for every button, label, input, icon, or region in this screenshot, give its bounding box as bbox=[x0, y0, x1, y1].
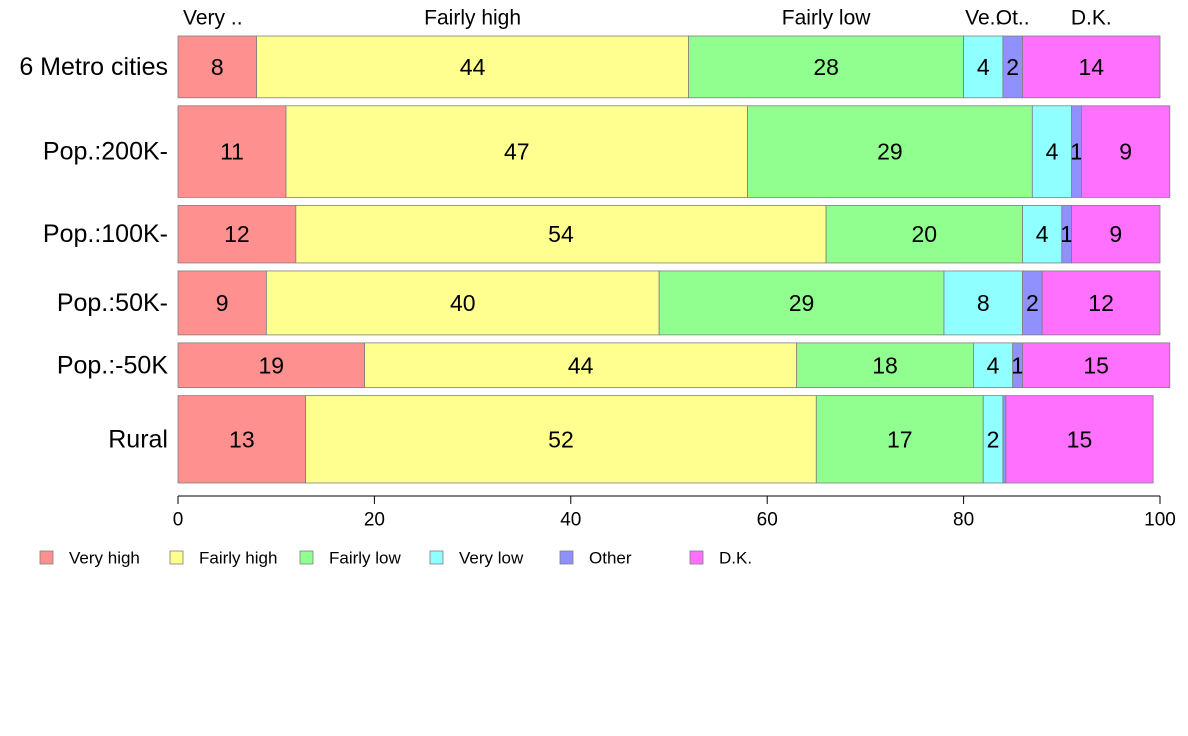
bar-pop-50k-very-high bbox=[177, 342, 365, 389]
bar-6-metro-cities-fairly-high bbox=[256, 35, 690, 99]
top-label-other: Ot.. bbox=[996, 7, 1030, 30]
value-label-rural-very-low: 2 bbox=[987, 426, 1000, 452]
category-label-pop-200k: Pop.:200K- bbox=[43, 138, 168, 166]
legend-swatch-fairly-low bbox=[299, 550, 314, 565]
bar-pop-200k-fairly-high bbox=[285, 105, 748, 198]
value-label-pop-50k-fairly-high: 40 bbox=[450, 290, 476, 316]
category-label-pop-100k: Pop.:100K- bbox=[43, 220, 168, 248]
bar-pop-50k-fairly-low bbox=[658, 270, 945, 336]
x-tick-label-80: 80 bbox=[953, 510, 974, 531]
value-label-pop-50k-fairly-low: 18 bbox=[872, 352, 898, 378]
bar-rural-fairly-low bbox=[815, 395, 984, 484]
x-axis: 0 20 40 60 80 100 bbox=[173, 495, 1176, 531]
legend-swatch-very-high bbox=[39, 550, 54, 565]
legend-label-very-high: Very high bbox=[69, 549, 140, 568]
bar-pop-50k-very-low bbox=[943, 270, 1023, 336]
bar-rural-other bbox=[1002, 395, 1007, 484]
value-label-rural-fairly-low: 17 bbox=[887, 426, 913, 452]
value-label-6-metro-cities-other: 2 bbox=[1006, 54, 1019, 80]
value-label-6-metro-cities-very-low: 4 bbox=[977, 54, 990, 80]
value-label-pop-100k-very-high: 12 bbox=[224, 221, 250, 247]
top-label-fairly-high: Fairly high bbox=[424, 7, 521, 30]
x-tick-label-0: 0 bbox=[173, 510, 184, 531]
legend: Very high Fairly high Fairly low Very low Ot… bbox=[39, 549, 752, 568]
value-label-pop-200k-very-low: 4 bbox=[1046, 139, 1059, 165]
value-label-pop-50k-very-high: 9 bbox=[216, 290, 229, 316]
legend-label-other: Other bbox=[589, 549, 632, 568]
bar-pop-200k-d-k bbox=[1081, 105, 1171, 198]
bar-pop-50k-very-low bbox=[973, 342, 1014, 389]
x-tick-label-20: 20 bbox=[364, 510, 385, 531]
value-label-rural-very-high: 13 bbox=[229, 426, 255, 452]
bar-pop-50k-d-k bbox=[1041, 270, 1161, 336]
top-label-very-high: Very .. bbox=[183, 7, 243, 30]
value-label-pop-200k-d-k: 9 bbox=[1119, 139, 1132, 165]
value-label-pop-50k-very-high: 19 bbox=[258, 352, 284, 378]
category-label-6-metro-cities: 6 Metro cities bbox=[19, 53, 168, 81]
value-label-pop-100k-d-k: 9 bbox=[1109, 221, 1122, 247]
top-label-d-k: D.K. bbox=[1071, 7, 1112, 30]
bar-6-metro-cities-d-k bbox=[1022, 35, 1161, 99]
value-label-rural-fairly-high: 52 bbox=[548, 426, 574, 452]
legend-swatch-other bbox=[559, 550, 574, 565]
bar-pop-50k-fairly-high bbox=[364, 342, 798, 389]
value-label-6-metro-cities-fairly-high: 44 bbox=[460, 54, 486, 80]
legend-swatch-very-low bbox=[429, 550, 444, 565]
bar-pop-50k-fairly-high bbox=[265, 270, 660, 336]
value-label-pop-50k-other: 2 bbox=[1026, 290, 1039, 316]
top-series-labels: Very .. Fairly high Fairly low Ve..Ot.. D.K. bbox=[183, 7, 1112, 30]
legend-label-fairly-low: Fairly low bbox=[329, 549, 402, 568]
bar-pop-100k-very-low bbox=[1022, 205, 1063, 264]
x-tick-label-60: 60 bbox=[757, 510, 778, 531]
legend-swatch-d-k bbox=[689, 550, 704, 565]
value-label-pop-50k-very-low: 8 bbox=[977, 290, 990, 316]
bar-rural-fairly-high bbox=[305, 395, 817, 484]
category-label-pop-50k: Pop.:-50K bbox=[57, 351, 169, 379]
value-label-6-metro-cities-very-high: 8 bbox=[211, 54, 224, 80]
top-label-fairly-low: Fairly low bbox=[782, 7, 872, 30]
value-label-pop-200k-other: 1 bbox=[1070, 139, 1083, 165]
bar-pop-100k-very-high bbox=[177, 205, 297, 264]
bar-rural-d-k bbox=[1005, 395, 1154, 484]
legend-label-very-low: Very low bbox=[459, 549, 524, 568]
value-label-pop-200k-very-high: 11 bbox=[220, 139, 244, 165]
value-label-pop-50k-other: 1 bbox=[1011, 352, 1024, 378]
bar-pop-200k-fairly-low bbox=[747, 105, 1033, 198]
value-label-pop-100k-fairly-high: 54 bbox=[548, 221, 574, 247]
bar-pop-100k-d-k bbox=[1071, 205, 1161, 264]
value-label-6-metro-cities-fairly-low: 28 bbox=[813, 54, 839, 80]
x-tick-label-40: 40 bbox=[560, 510, 581, 531]
category-label-rural: Rural bbox=[108, 425, 168, 453]
bar-pop-200k-very-low bbox=[1031, 105, 1073, 198]
bar-pop-100k-fairly-low bbox=[825, 205, 1023, 264]
legend-swatch-fairly-high bbox=[169, 550, 184, 565]
value-label-pop-50k-fairly-low: 29 bbox=[789, 290, 815, 316]
bar-pop-100k-fairly-high bbox=[295, 205, 827, 264]
value-label-pop-100k-very-low: 4 bbox=[1036, 221, 1049, 247]
value-label-pop-50k-very-low: 4 bbox=[987, 352, 1000, 378]
value-label-pop-100k-fairly-low: 20 bbox=[912, 221, 938, 247]
bar-pop-50k-fairly-low bbox=[796, 342, 974, 389]
bar-rural-very-high bbox=[177, 395, 307, 484]
value-label-pop-50k-fairly-high: 44 bbox=[568, 352, 594, 378]
value-label-pop-50k-d-k: 15 bbox=[1083, 352, 1109, 378]
category-labels: 6 Metro cities Pop.:200K- Pop.:100K- Pop.:5… bbox=[19, 53, 168, 453]
bar-pop-50k-d-k bbox=[1022, 342, 1171, 389]
value-label-6-metro-cities-d-k: 14 bbox=[1078, 54, 1104, 80]
value-label-pop-100k-other: 1 bbox=[1060, 221, 1073, 247]
value-label-pop-200k-fairly-high: 47 bbox=[504, 139, 530, 165]
legend-label-fairly-high: Fairly high bbox=[199, 549, 277, 568]
value-label-pop-200k-fairly-low: 29 bbox=[877, 139, 903, 165]
x-tick-label-100: 100 bbox=[1144, 510, 1176, 531]
bar-pop-200k-very-high bbox=[177, 105, 287, 198]
legend-label-d-k: D.K. bbox=[719, 549, 752, 568]
bar-pop-50k-very-high bbox=[177, 270, 267, 336]
value-label-pop-50k-d-k: 12 bbox=[1088, 290, 1114, 316]
top-label-very-low: Ve.. bbox=[965, 7, 1001, 30]
category-label-pop-50k: Pop.:50K- bbox=[57, 289, 168, 317]
value-label-rural-d-k: 15 bbox=[1067, 426, 1093, 452]
